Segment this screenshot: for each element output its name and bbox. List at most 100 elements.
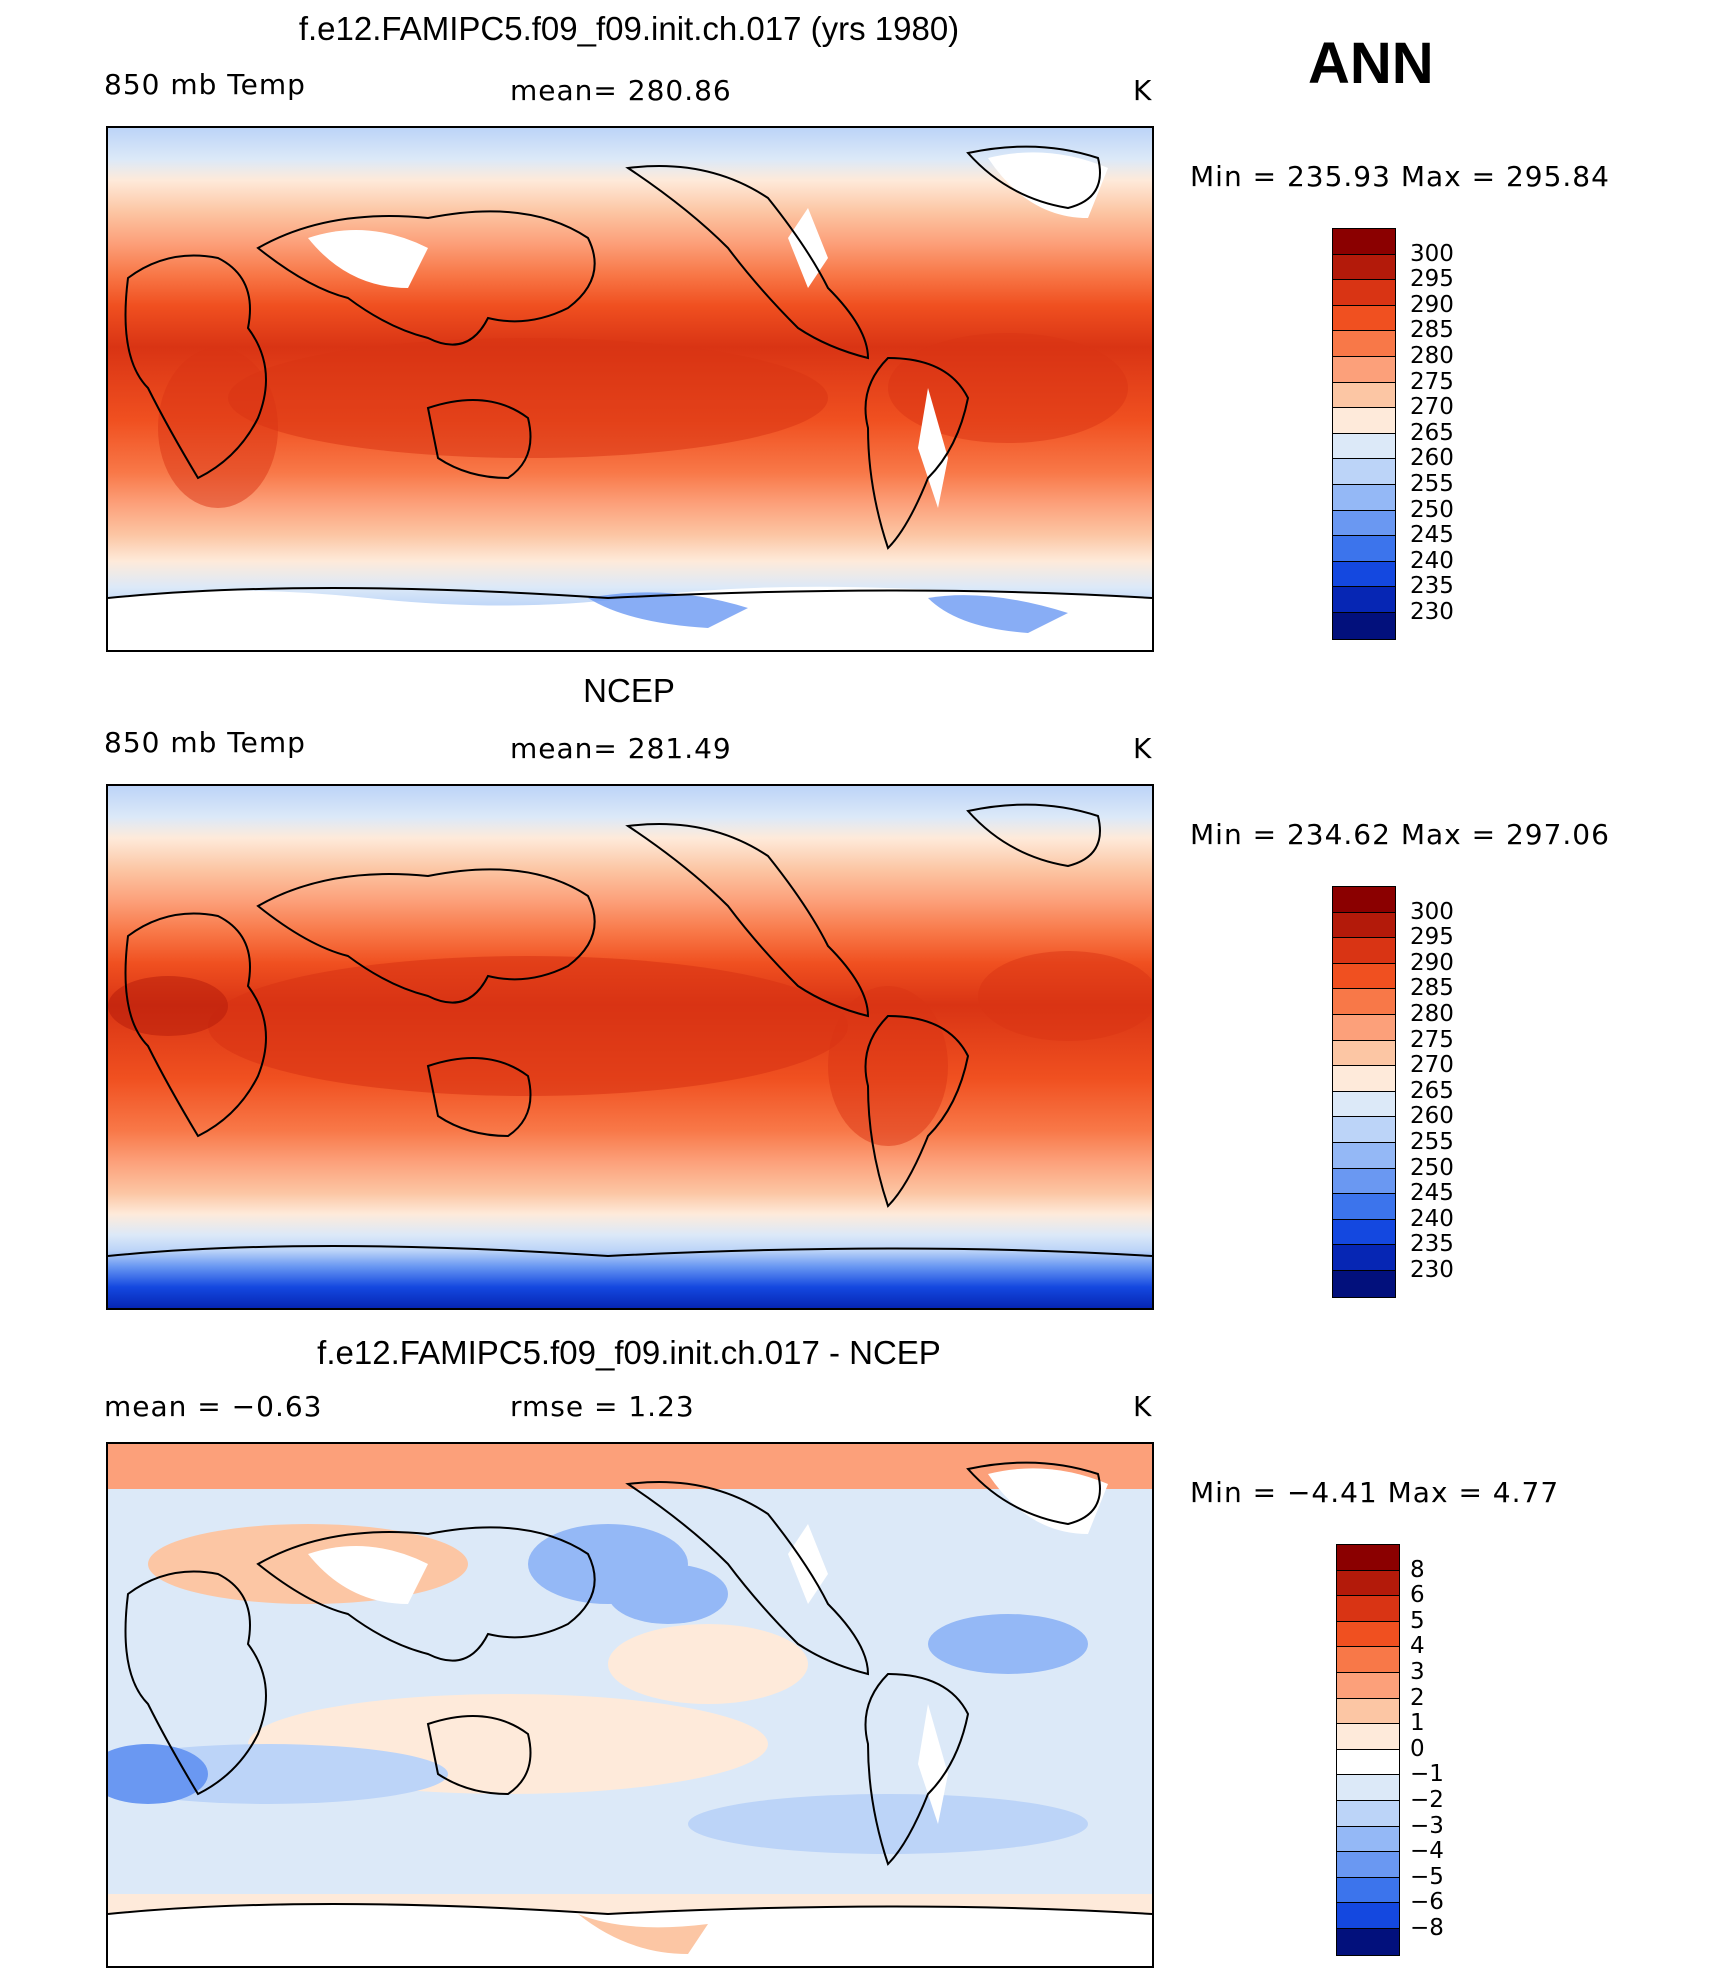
colorbar-segment <box>1333 1194 1395 1220</box>
colorbar-tick-label: 260 <box>1410 445 1454 472</box>
colorbar-segment <box>1333 1270 1395 1297</box>
colorbar-tick-label: 260 <box>1410 1103 1454 1130</box>
panel-3-colorbar <box>1336 1544 1400 1956</box>
colorbar-segment <box>1333 382 1395 409</box>
colorbar-tick-label: 245 <box>1410 1180 1454 1207</box>
colorbar-tick-label: 275 <box>1410 368 1454 395</box>
colorbar-tick-label: 265 <box>1410 1077 1454 1104</box>
panel-2-units: K <box>1133 732 1153 765</box>
colorbar-segment <box>1333 229 1395 255</box>
colorbar-segment <box>1333 1014 1395 1041</box>
panel-2-colorbar <box>1332 886 1396 1298</box>
colorbar-segment <box>1333 331 1395 357</box>
panel-2-title: NCEP <box>583 672 675 709</box>
colorbar-tick-label: −6 <box>1410 1889 1444 1916</box>
colorbar-segment <box>1333 612 1395 639</box>
colorbar-tick-label: −4 <box>1410 1838 1444 1865</box>
panel-3-minmax: Min = −4.41 Max = 4.77 <box>1190 1476 1560 1509</box>
colorbar-segment <box>1337 1621 1399 1648</box>
panel-1-units: K <box>1133 74 1153 107</box>
panel-3-units: K <box>1133 1390 1153 1423</box>
colorbar-segment <box>1337 1928 1399 1955</box>
colorbar-segment <box>1333 305 1395 332</box>
colorbar-tick-label: 290 <box>1410 291 1454 318</box>
panel-1-colorbar <box>1332 228 1396 640</box>
colorbar-segment <box>1333 536 1395 562</box>
colorbar-segment <box>1333 1142 1395 1169</box>
colorbar-tick-label: 0 <box>1410 1735 1425 1762</box>
colorbar-segment <box>1337 1775 1399 1801</box>
colorbar-tick-label: 235 <box>1410 1231 1454 1258</box>
colorbar-tick-label: 300 <box>1410 898 1454 925</box>
colorbar-segment <box>1333 510 1395 537</box>
colorbar-tick-label: 6 <box>1410 1582 1425 1609</box>
colorbar-segment <box>1337 1724 1399 1750</box>
colorbar-tick-label: 5 <box>1410 1607 1425 1634</box>
panel-1-variable-label: 850 mb Temp <box>104 68 306 101</box>
colorbar-segment <box>1337 1826 1399 1853</box>
colorbar-segment <box>1333 561 1395 588</box>
colorbar-tick-label: 270 <box>1410 1052 1454 1079</box>
colorbar-segment <box>1333 408 1395 434</box>
colorbar-tick-label: 295 <box>1410 924 1454 951</box>
colorbar-tick-label: 295 <box>1410 266 1454 293</box>
colorbar-segment <box>1337 1545 1399 1571</box>
panel-2-minmax: Min = 234.62 Max = 297.06 <box>1190 818 1610 851</box>
panel-1-map <box>106 126 1154 652</box>
colorbar-segment <box>1333 1168 1395 1195</box>
colorbar-segment <box>1333 1219 1395 1246</box>
colorbar-tick-label: 1 <box>1410 1710 1425 1737</box>
colorbar-segment <box>1333 1040 1395 1067</box>
colorbar-tick-label: 280 <box>1410 1001 1454 1027</box>
colorbar-tick-label: 275 <box>1410 1026 1454 1053</box>
colorbar-segment <box>1333 459 1395 485</box>
colorbar-segment <box>1333 989 1395 1015</box>
colorbar-tick-label: 285 <box>1410 317 1454 344</box>
colorbar-tick-label: 270 <box>1410 394 1454 421</box>
colorbar-segment <box>1333 280 1395 306</box>
colorbar-tick-label: −5 <box>1410 1863 1444 1890</box>
colorbar-tick-label: 280 <box>1410 343 1454 369</box>
colorbar-segment <box>1333 587 1395 613</box>
colorbar-tick-label: 255 <box>1410 471 1454 497</box>
colorbar-segment <box>1333 254 1395 281</box>
colorbar-segment <box>1337 1800 1399 1827</box>
panel-3-title: f.e12.FAMIPC5.f09_f09.init.ch.017 - NCEP <box>317 1334 941 1371</box>
colorbar-tick-label: −8 <box>1410 1915 1444 1941</box>
panel-1-mean-label: mean= 280.86 <box>510 74 732 107</box>
panel-3-map <box>106 1442 1154 1968</box>
colorbar-tick-label: 250 <box>1410 1154 1454 1181</box>
panel-1-minmax: Min = 235.93 Max = 295.84 <box>1190 160 1610 193</box>
colorbar-tick-label: 230 <box>1410 1257 1454 1283</box>
colorbar-tick-label: 235 <box>1410 573 1454 600</box>
colorbar-tick-label: 240 <box>1410 547 1454 574</box>
colorbar-segment <box>1333 1066 1395 1092</box>
colorbar-segment <box>1333 938 1395 964</box>
colorbar-tick-label: 255 <box>1410 1129 1454 1155</box>
colorbar-tick-label: 285 <box>1410 975 1454 1002</box>
colorbar-segment <box>1333 963 1395 990</box>
season-label: ANN <box>1308 31 1434 96</box>
colorbar-segment <box>1337 1647 1399 1673</box>
colorbar-tick-label: 265 <box>1410 419 1454 446</box>
colorbar-segment <box>1333 887 1395 913</box>
colorbar-segment <box>1333 484 1395 511</box>
colorbar-segment <box>1333 1117 1395 1143</box>
colorbar-tick-label: 250 <box>1410 496 1454 523</box>
colorbar-tick-label: −1 <box>1410 1761 1444 1788</box>
colorbar-tick-label: 245 <box>1410 522 1454 549</box>
colorbar-tick-label: −3 <box>1410 1812 1444 1839</box>
colorbar-segment <box>1337 1672 1399 1699</box>
colorbar-tick-label: 3 <box>1410 1659 1425 1685</box>
colorbar-tick-label: 2 <box>1410 1684 1425 1711</box>
colorbar-segment <box>1337 1852 1399 1878</box>
colorbar-tick-label: 240 <box>1410 1205 1454 1232</box>
panel-3-mean-label: mean = −0.63 <box>104 1390 323 1423</box>
colorbar-tick-label: 8 <box>1410 1556 1425 1583</box>
colorbar-segment <box>1333 912 1395 939</box>
colorbar-tick-label: 300 <box>1410 240 1454 267</box>
colorbar-tick-label: 4 <box>1410 1633 1425 1660</box>
colorbar-segment <box>1337 1596 1399 1622</box>
colorbar-segment <box>1337 1698 1399 1725</box>
panel-2-map <box>106 784 1154 1310</box>
